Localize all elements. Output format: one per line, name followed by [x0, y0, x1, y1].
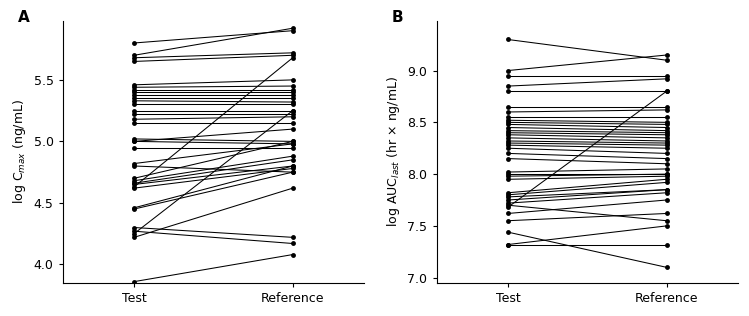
- Y-axis label: log AUC$_{last}$ (hr × ng/mL): log AUC$_{last}$ (hr × ng/mL): [385, 76, 402, 228]
- Text: A: A: [17, 10, 29, 25]
- Y-axis label: log C$_{max}$ (ng/mL): log C$_{max}$ (ng/mL): [11, 99, 28, 204]
- Text: B: B: [391, 10, 403, 25]
